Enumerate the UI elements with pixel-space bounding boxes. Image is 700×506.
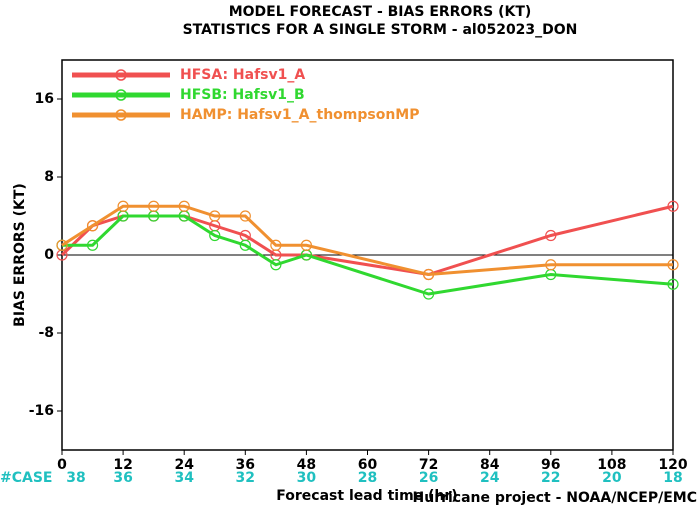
- x-tick-label: 96: [541, 457, 560, 473]
- case-count: 38: [66, 470, 85, 486]
- chart-subtitle: STATISTICS FOR A SINGLE STORM - al052023…: [183, 22, 578, 38]
- x-tick-label: 12: [113, 457, 132, 473]
- data-point: [545, 229, 557, 242]
- data-point: [86, 220, 99, 232]
- data-point: [117, 200, 129, 212]
- footer: Hurricane project - NOAA/NCEP/EMC: [413, 490, 697, 506]
- case-count: 20: [602, 470, 622, 486]
- x-tick-label: 72: [419, 457, 438, 473]
- case-count: 28: [358, 470, 377, 486]
- case-count: 24: [480, 470, 500, 486]
- series-line: [62, 214, 674, 296]
- data-point: [667, 259, 679, 271]
- case-count: 30: [297, 470, 317, 486]
- data-point: [270, 239, 282, 251]
- y-axis-label: BIAS ERRORS (KT): [12, 183, 28, 327]
- data-point: [270, 259, 282, 271]
- data-point: [545, 259, 557, 271]
- data-point: [667, 200, 679, 212]
- data-point: [148, 200, 160, 212]
- legend-label: HFSB: Hafsv1_B: [180, 87, 305, 103]
- series-line: [61, 204, 673, 277]
- data-point: [423, 268, 435, 281]
- x-axis-label: Forecast lead time (hr): [276, 488, 457, 504]
- data-point: [209, 210, 221, 222]
- case-count: 32: [236, 470, 255, 486]
- data-point: [423, 288, 435, 300]
- x-tick-label: 60: [358, 457, 378, 473]
- y-tick-label: 16: [35, 91, 54, 107]
- legend-marker: [115, 109, 127, 121]
- data-point: [209, 229, 221, 242]
- case-count: 22: [541, 470, 560, 486]
- legend-label: HAMP: Hafsv1_A_thompsonMP: [180, 107, 420, 123]
- data-point: [56, 239, 68, 251]
- data-point: [667, 278, 679, 290]
- x-tick-label: 24: [174, 457, 194, 473]
- x-tick-label: 48: [297, 457, 316, 473]
- legend-label: HFSA: Hafsv1_A: [180, 67, 305, 83]
- chart-title: MODEL FORECAST - BIAS ERRORS (KT): [229, 4, 532, 20]
- y-tick-label: 8: [44, 169, 54, 185]
- data-point: [86, 239, 99, 251]
- case-count: 26: [419, 470, 438, 486]
- x-tick-label: 0: [57, 457, 67, 473]
- case-count: 36: [113, 470, 132, 486]
- y-tick-label: -8: [38, 325, 54, 341]
- y-tick-label: -16: [29, 403, 54, 419]
- data-point: [239, 210, 251, 222]
- x-tick-label: 84: [480, 457, 500, 473]
- legend-marker: [115, 69, 127, 81]
- case-count: 34: [174, 470, 194, 486]
- case-label: #CASE: [0, 470, 53, 486]
- x-tick-label: 108: [597, 457, 626, 473]
- x-tick-label: 120: [658, 457, 687, 473]
- data-point: [300, 239, 312, 251]
- x-tick-label: 36: [236, 457, 255, 473]
- data-point: [239, 239, 251, 251]
- case-count: 18: [663, 470, 682, 486]
- legend-marker: [115, 89, 127, 101]
- y-tick-label: 0: [44, 247, 54, 263]
- data-point: [178, 200, 190, 212]
